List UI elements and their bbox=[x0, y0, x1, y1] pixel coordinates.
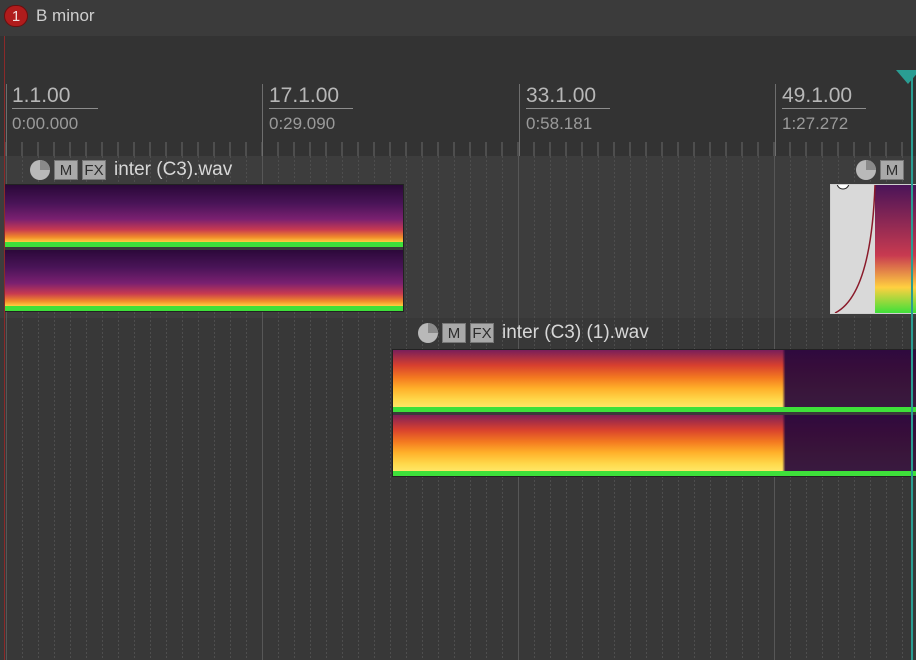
media-item-spectrogram[interactable] bbox=[392, 349, 916, 477]
ruler-major-tick bbox=[519, 84, 520, 156]
play-cursor[interactable] bbox=[911, 70, 913, 660]
fade-curve bbox=[834, 185, 876, 313]
ruler-time-label: 1:27.272 bbox=[782, 114, 849, 133]
ruler-label-underline bbox=[269, 108, 353, 109]
ruler-beat-label: 1.1.00 bbox=[12, 84, 71, 107]
ruler-major-tick bbox=[262, 84, 263, 156]
ruler-label-underline bbox=[526, 108, 610, 109]
ruler-time-label: 0:29.090 bbox=[269, 114, 336, 133]
fade-handle bbox=[836, 185, 850, 190]
arrange-view[interactable]: M FX inter (C3).wav M M FX inter (C3) (1… bbox=[0, 156, 916, 660]
play-cursor-head[interactable] bbox=[896, 70, 916, 84]
mute-button[interactable]: M bbox=[880, 160, 904, 180]
media-item-spectrogram[interactable] bbox=[4, 184, 404, 312]
spectrum-floor bbox=[5, 306, 403, 311]
channel-separator bbox=[5, 247, 403, 250]
ruler-major-tick bbox=[775, 84, 776, 156]
media-item-fade[interactable] bbox=[830, 184, 916, 314]
ruler-major-tick bbox=[6, 84, 7, 156]
item-header: M bbox=[856, 157, 908, 183]
audio-channel-spectrum bbox=[5, 185, 403, 247]
spectrum-floor bbox=[393, 471, 916, 476]
item-properties-icon[interactable] bbox=[418, 323, 438, 343]
channel-separator bbox=[393, 412, 916, 415]
ruler-beat-label: 17.1.00 bbox=[269, 84, 340, 107]
ruler-beat-label: 33.1.00 bbox=[526, 84, 597, 107]
ruler-label-underline bbox=[12, 108, 98, 109]
marker-name[interactable]: B minor bbox=[36, 6, 95, 25]
item-header: M FX inter (C3) (1).wav bbox=[418, 320, 649, 346]
ruler-minor-ticks bbox=[5, 142, 903, 156]
edit-cursor bbox=[4, 36, 5, 660]
fx-button[interactable]: FX bbox=[470, 323, 494, 343]
fade-in-curve bbox=[834, 185, 876, 313]
item-title[interactable]: inter (C3).wav bbox=[114, 159, 233, 180]
audio-channel-spectrum bbox=[393, 350, 916, 412]
marker-badge[interactable]: 1 bbox=[4, 5, 28, 27]
ruler-time-label: 0:58.181 bbox=[526, 114, 593, 133]
ruler-beat-label: 49.1.00 bbox=[782, 84, 853, 107]
spectrum-floor bbox=[393, 407, 916, 412]
item-properties-icon[interactable] bbox=[856, 160, 876, 180]
timeline-ruler[interactable]: 1.1.00 0:00.000 17.1.00 0:29.090 33.1.00… bbox=[0, 36, 916, 156]
fade-spectrum bbox=[875, 185, 916, 313]
mute-button[interactable]: M bbox=[442, 323, 466, 343]
mute-button[interactable]: M bbox=[54, 160, 78, 180]
fx-button[interactable]: FX bbox=[82, 160, 106, 180]
spectrum-floor bbox=[5, 242, 403, 247]
item-header: M FX inter (C3).wav bbox=[30, 157, 232, 183]
ruler-label-underline bbox=[782, 108, 866, 109]
marker-bar: 1 B minor bbox=[0, 0, 916, 36]
item-properties-icon[interactable] bbox=[30, 160, 50, 180]
ruler-time-label: 0:00.000 bbox=[12, 114, 79, 133]
item-title[interactable]: inter (C3) (1).wav bbox=[502, 322, 649, 343]
audio-channel-spectrum bbox=[5, 249, 403, 311]
audio-channel-spectrum bbox=[393, 414, 916, 476]
